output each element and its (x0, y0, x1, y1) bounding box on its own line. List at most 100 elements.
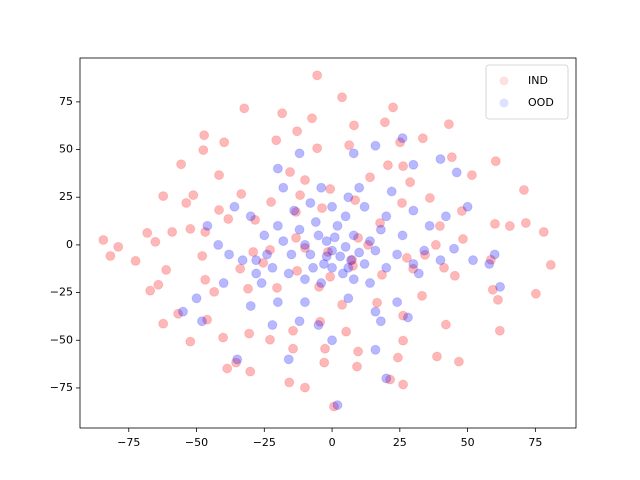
point (449, 270, 460, 281)
point (142, 227, 153, 238)
point (173, 308, 184, 319)
point (349, 120, 360, 131)
point (545, 259, 556, 270)
point (256, 278, 267, 289)
x-tick-label: 25 (393, 436, 407, 449)
point (453, 356, 464, 367)
x-tick-label: −75 (117, 436, 140, 449)
point (244, 328, 255, 339)
point (354, 247, 365, 258)
point (381, 373, 392, 384)
point (295, 190, 306, 201)
point (347, 260, 358, 271)
point (386, 186, 397, 197)
point (264, 334, 275, 345)
point (343, 293, 354, 304)
point (316, 182, 327, 193)
series-points (98, 70, 556, 412)
point (352, 361, 363, 372)
point (408, 263, 419, 274)
point (321, 236, 332, 247)
point (370, 306, 381, 317)
point (392, 297, 403, 308)
point (283, 354, 294, 365)
point (202, 220, 213, 231)
point (420, 249, 431, 260)
point (434, 221, 445, 232)
point (350, 195, 361, 206)
point (292, 126, 303, 137)
point (397, 133, 408, 144)
point (325, 184, 336, 195)
point (395, 137, 406, 148)
point (196, 316, 207, 327)
point (385, 374, 396, 385)
point (343, 262, 354, 273)
point (413, 268, 424, 279)
point (237, 255, 248, 266)
point (451, 167, 462, 178)
point (327, 335, 338, 346)
point (353, 346, 364, 357)
point (200, 226, 211, 237)
point (337, 268, 348, 279)
point (286, 249, 297, 260)
point (398, 335, 409, 346)
point (185, 223, 196, 234)
point (327, 245, 338, 256)
point (401, 252, 412, 263)
y-tick-label: −25 (50, 286, 73, 299)
point (446, 152, 457, 163)
point (457, 233, 468, 244)
point (365, 236, 376, 247)
point (375, 316, 386, 327)
point (251, 255, 262, 266)
point (299, 297, 310, 308)
point (197, 250, 208, 261)
point (213, 239, 224, 250)
legend-marker (499, 98, 509, 108)
point (313, 320, 324, 331)
plot-frame (79, 57, 577, 429)
point (370, 245, 381, 256)
point (177, 306, 188, 317)
point (294, 224, 305, 235)
point (245, 366, 256, 377)
point (289, 205, 300, 216)
point (310, 217, 321, 228)
point (236, 188, 247, 199)
point (181, 197, 192, 208)
point (248, 246, 259, 257)
point (408, 159, 419, 170)
point (288, 343, 299, 354)
point (292, 265, 303, 276)
point (231, 357, 242, 368)
point (305, 197, 316, 208)
point (504, 221, 515, 232)
point (315, 316, 326, 327)
point (209, 286, 220, 297)
y-tick-label: 0 (66, 238, 73, 251)
point (468, 255, 479, 266)
point (348, 274, 359, 285)
point (176, 159, 187, 170)
y-tick-label: −75 (50, 381, 73, 394)
point (316, 278, 327, 289)
point (267, 262, 278, 273)
point (332, 400, 343, 411)
point (319, 357, 330, 368)
point (202, 314, 213, 325)
point (484, 258, 495, 269)
point (419, 245, 430, 256)
point (258, 257, 269, 268)
point (198, 145, 209, 156)
point (462, 201, 473, 212)
point (363, 239, 374, 250)
point (222, 363, 233, 374)
point (435, 255, 446, 266)
point (105, 250, 116, 261)
point (348, 148, 359, 159)
point (262, 249, 273, 260)
point (214, 205, 225, 216)
point (424, 220, 435, 231)
